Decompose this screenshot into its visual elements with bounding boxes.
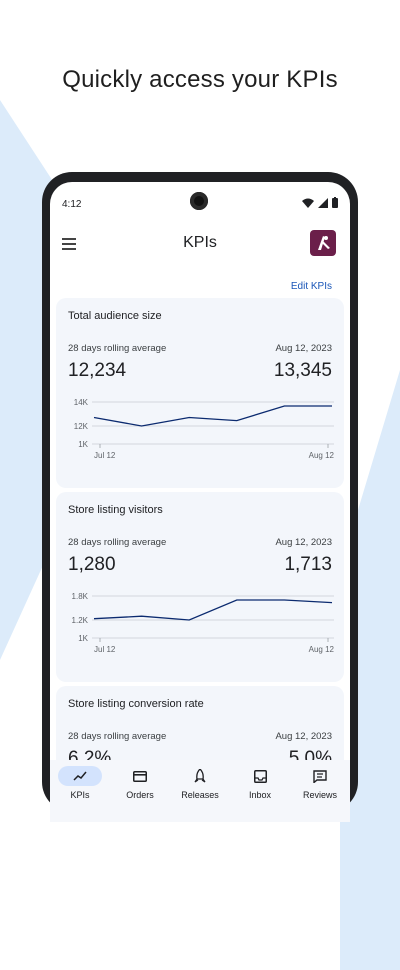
kpi-card-visitors[interactable]: Store listing visitors 28 days rolling a… <box>56 492 344 682</box>
kpi-chart: 1.8K 1.2K 1K Jul 12 Aug 12 <box>72 592 335 654</box>
reviews-icon <box>313 769 327 783</box>
page-title: KPIs <box>183 234 217 251</box>
phone-screen: 4:12 KPIs Edit KPIs Total audience size <box>50 182 350 822</box>
card-value-average: 1,280 <box>68 554 116 575</box>
nav-item-releases[interactable]: Releases <box>170 760 230 800</box>
camera-cutout <box>190 192 208 210</box>
battery-icon <box>332 197 338 208</box>
y-tick-label: 1K <box>78 440 88 449</box>
nav-item-kpis[interactable]: KPIs <box>50 760 110 800</box>
nav-label: Orders <box>126 790 154 800</box>
card-title: Total audience size <box>68 310 162 322</box>
trending-icon <box>73 771 87 781</box>
card-subtitle: 28 days rolling average <box>68 731 167 742</box>
x-tick-label: Jul 12 <box>94 645 116 654</box>
card-subtitle: 28 days rolling average <box>68 537 167 548</box>
app-bar: KPIs <box>50 226 350 262</box>
inbox-icon <box>253 769 267 783</box>
wifi-icon <box>302 198 314 208</box>
chart-series-line <box>93 405 332 427</box>
card-icon <box>133 770 147 782</box>
kpi-card-audience[interactable]: Total audience size 28 days rolling aver… <box>56 298 344 488</box>
nav-label: KPIs <box>70 790 90 800</box>
x-tick-label: Aug 12 <box>309 451 335 460</box>
app-logo-icon <box>318 236 330 250</box>
kpi-chart: 14K 12K 1K Jul 12 Aug 12 <box>74 398 335 460</box>
rocket-icon <box>194 769 206 783</box>
nav-item-orders[interactable]: Orders <box>110 760 170 800</box>
menu-icon[interactable] <box>62 238 76 250</box>
y-tick-label: 12K <box>74 422 89 431</box>
card-title: Store listing conversion rate <box>68 698 204 710</box>
card-date: Aug 12, 2023 <box>275 343 332 354</box>
phone-frame: 4:12 KPIs Edit KPIs Total audience size <box>42 172 358 822</box>
bottom-nav: KPIs Orders Releases Inbox <box>50 760 350 822</box>
nav-label: Inbox <box>248 790 272 800</box>
card-date: Aug 12, 2023 <box>275 731 332 742</box>
y-tick-label: 1.8K <box>72 592 89 601</box>
card-subtitle: 28 days rolling average <box>68 343 167 354</box>
status-bar: 4:12 <box>50 182 350 222</box>
chart-series-line <box>93 599 333 621</box>
y-tick-label: 14K <box>74 398 89 407</box>
nav-item-inbox[interactable]: Inbox <box>230 760 290 800</box>
x-tick-label: Aug 12 <box>309 645 335 654</box>
status-icons <box>302 197 338 208</box>
nav-item-reviews[interactable]: Reviews <box>290 760 350 800</box>
status-time: 4:12 <box>62 199 82 210</box>
edit-kpis-link[interactable]: Edit KPIs <box>290 281 332 292</box>
signal-icon <box>318 197 328 208</box>
card-value-average: 12,234 <box>68 360 127 381</box>
y-tick-label: 1.2K <box>72 616 89 625</box>
avatar[interactable] <box>310 230 336 256</box>
x-tick-label: Jul 12 <box>94 451 116 460</box>
card-value-current: 1,713 <box>284 554 332 575</box>
nav-label: Releases <box>181 790 219 800</box>
headline: Quickly access your KPIs <box>62 66 338 93</box>
card-title: Store listing visitors <box>68 504 163 516</box>
y-tick-label: 1K <box>78 634 88 643</box>
card-date: Aug 12, 2023 <box>275 537 332 548</box>
card-value-current: 13,345 <box>273 360 332 381</box>
nav-label: Reviews <box>302 790 337 800</box>
